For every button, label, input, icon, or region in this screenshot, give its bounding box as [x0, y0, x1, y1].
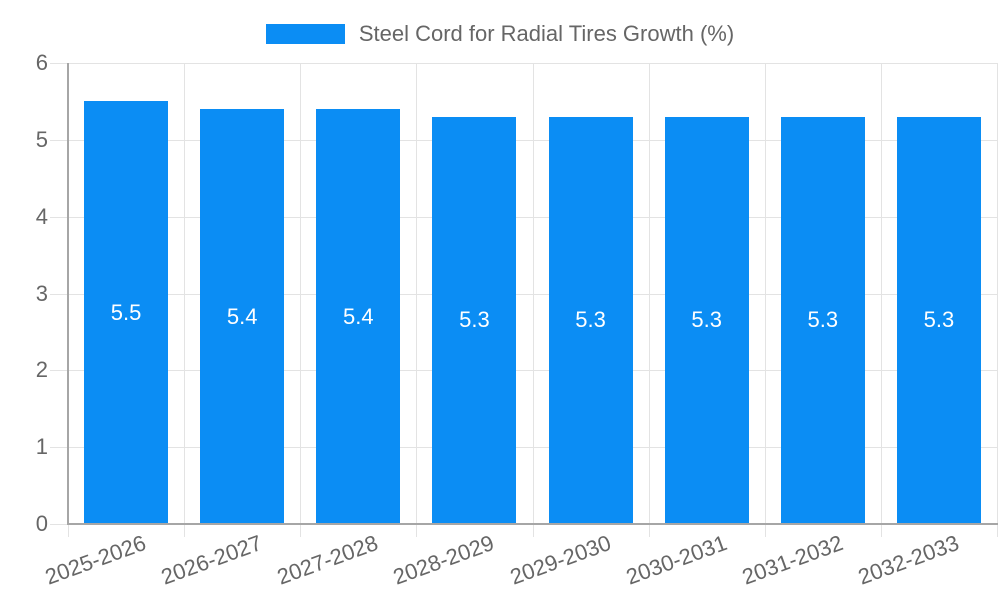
y-axis-tick	[50, 524, 68, 525]
y-axis-tick	[50, 293, 68, 295]
bar-2028-2029[interactable]	[432, 116, 517, 524]
x-axis-line	[67, 522, 998, 525]
legend[interactable]: Steel Cord for Radial Tires Growth (%)	[0, 21, 1000, 47]
y-axis-tick	[50, 370, 68, 372]
v-gridline	[300, 63, 302, 524]
y-axis-tick	[50, 63, 68, 64]
legend-swatch[interactable]	[265, 24, 345, 44]
y-axis-label: 2	[35, 357, 48, 383]
y-axis-label: 1	[35, 434, 48, 460]
bar-value-label: 5.3	[459, 307, 490, 333]
bar-2032-2033[interactable]	[896, 116, 981, 524]
x-axis-tick	[648, 524, 650, 537]
bar-2026-2027[interactable]	[200, 109, 285, 524]
v-gridline	[648, 63, 650, 524]
y-axis-label: 5	[35, 126, 48, 152]
bar-value-label: 5.3	[691, 307, 722, 333]
bar-value-label: 5.4	[343, 303, 374, 329]
y-axis-label: 4	[35, 203, 48, 229]
v-gridline	[997, 63, 998, 524]
y-axis-tick	[50, 139, 68, 141]
bar-value-label: 5.3	[923, 307, 955, 333]
y-axis-label: 3	[35, 280, 48, 306]
plot-area: 5.5 5.4 5.4 5.3 5.3 5.3 5.3 5.3	[50, 63, 998, 537]
x-axis-tick	[997, 524, 998, 537]
v-gridline	[532, 63, 534, 524]
x-axis-tick	[184, 524, 186, 537]
y-axis-tick	[50, 216, 68, 218]
y-axis-label: 0	[35, 511, 48, 536]
v-gridline	[764, 63, 766, 524]
legend-label[interactable]: Steel Cord for Radial Tires Growth (%)	[358, 21, 735, 46]
bar-value-label: 5.5	[110, 299, 142, 325]
bar-2031-2032[interactable]	[780, 116, 865, 524]
x-axis-tick	[416, 524, 418, 537]
x-axis-tick	[532, 524, 534, 537]
bar-2027-2028[interactable]	[316, 109, 401, 524]
bar-value-label: 5.4	[226, 303, 258, 329]
bar-2029-2030[interactable]	[548, 116, 633, 524]
y-axis-line	[67, 63, 69, 524]
y-axis-tick	[50, 447, 68, 449]
v-gridline	[184, 63, 186, 524]
bar-value-label: 5.3	[575, 307, 606, 333]
y-axis-label: 6	[35, 50, 48, 75]
x-axis-tick	[764, 524, 766, 537]
bar-value-label: 5.3	[807, 307, 839, 333]
bar-2025-2026[interactable]	[84, 101, 169, 524]
x-axis-tick	[300, 524, 302, 537]
x-axis-tick	[68, 524, 69, 537]
v-gridline	[880, 63, 882, 524]
x-axis-tick	[880, 524, 882, 537]
v-gridline	[416, 63, 418, 524]
bar-2030-2031[interactable]	[664, 116, 749, 524]
